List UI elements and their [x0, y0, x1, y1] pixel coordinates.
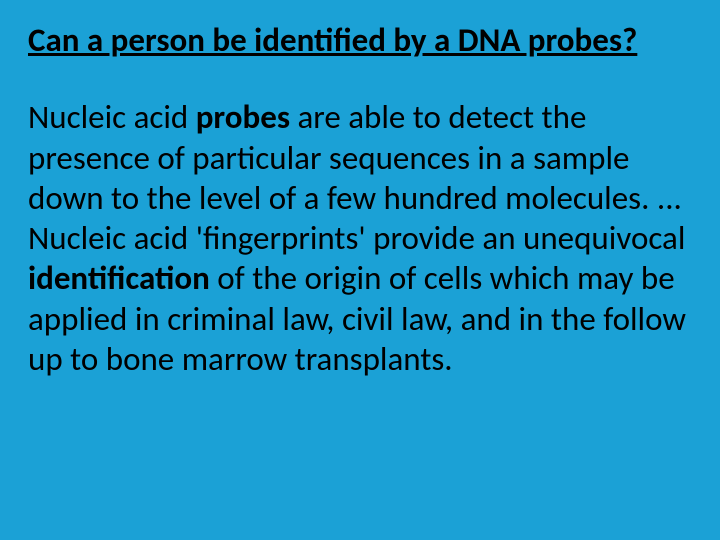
slide-container: Can a person be identified by a DNA prob…: [0, 0, 720, 540]
slide-body: Nucleic acid probes are able to detect t…: [28, 97, 692, 379]
slide-title: Can a person be identified by a DNA prob…: [28, 20, 692, 61]
body-seg-0: Nucleic acid: [28, 97, 196, 137]
body-seg-1: probes: [196, 97, 290, 137]
body-seg-3: identification: [28, 258, 210, 298]
